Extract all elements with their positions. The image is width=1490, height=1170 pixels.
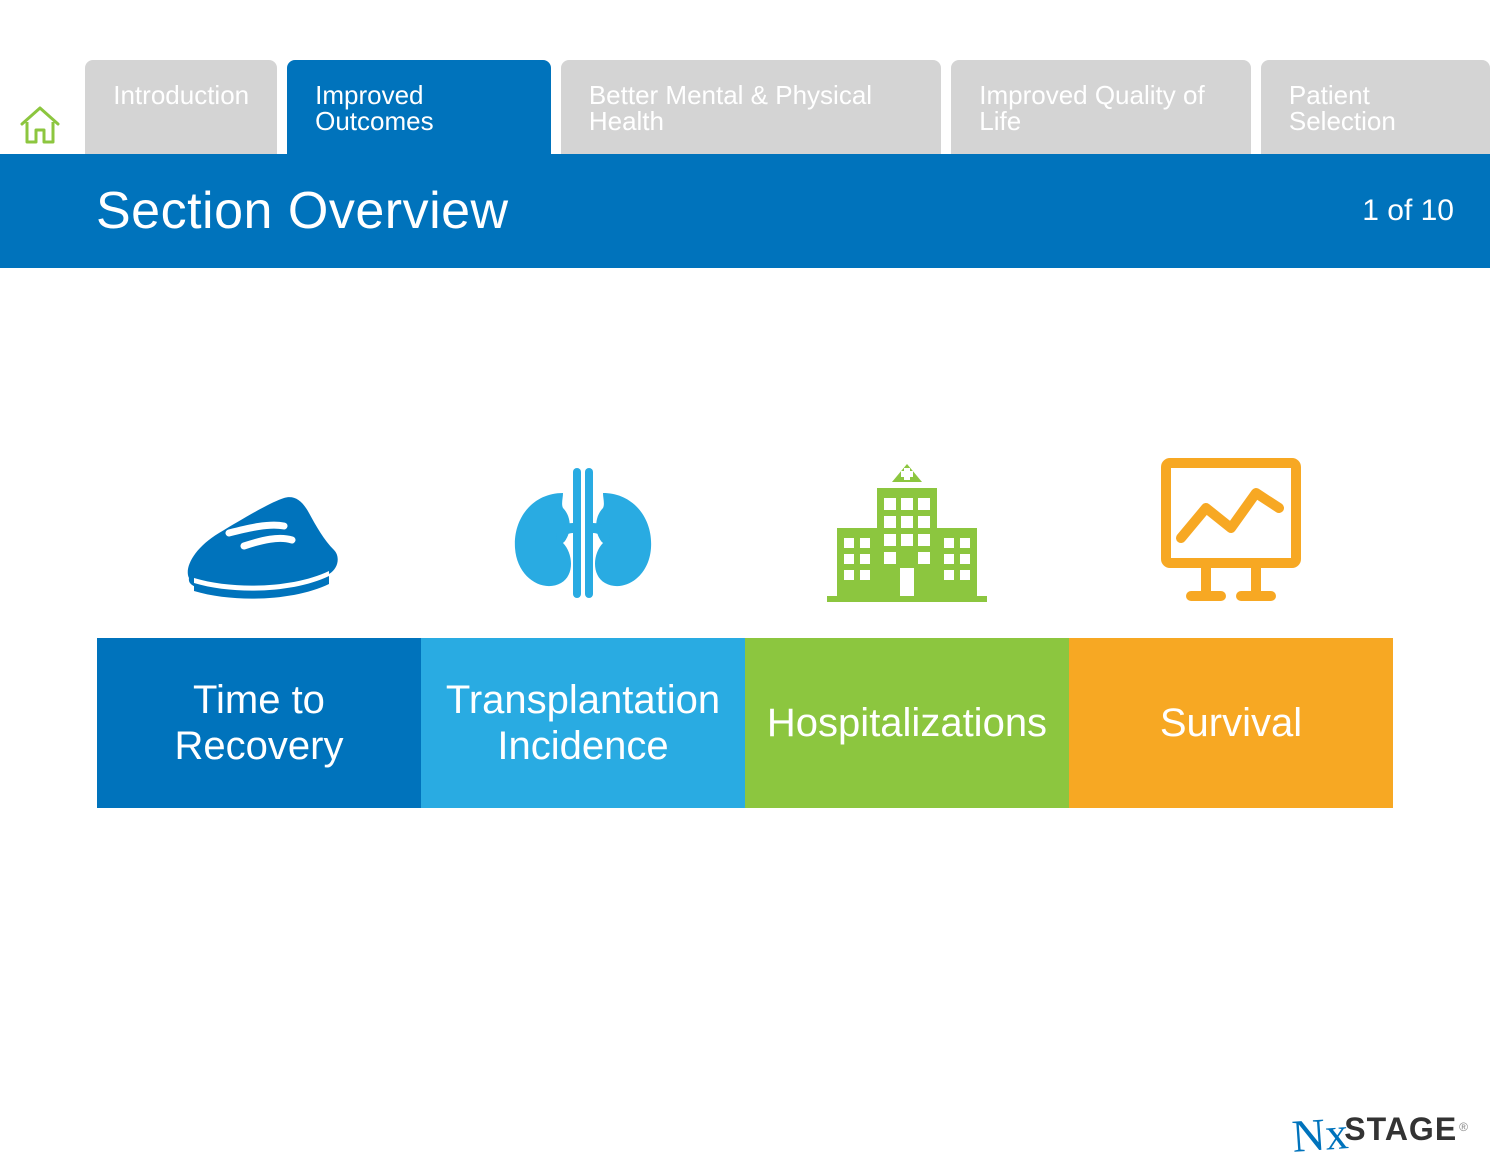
tab-bar: Introduction Improved Outcomes Better Me…: [85, 60, 1490, 154]
tab-label: Improved Outcomes: [315, 80, 434, 136]
card-label: Survival: [1160, 700, 1302, 746]
card-hospitalizations[interactable]: Hospitalizations: [745, 638, 1069, 808]
cards-labels-row: Time toRecovery TransplantationIncidence…: [97, 638, 1393, 808]
hospital-icon: [822, 458, 992, 608]
card-label: TransplantationIncidence: [446, 677, 720, 769]
tab-label: Improved Quality of Life: [979, 80, 1204, 136]
tab-quality-of-life[interactable]: Improved Quality of Life: [951, 60, 1251, 154]
logo-script: Nx: [1291, 1115, 1350, 1156]
cards-icons-row: [97, 448, 1393, 638]
kidneys-icon: [503, 458, 663, 608]
card-icon-time-to-recovery: [97, 448, 421, 638]
card-transplantation-incidence[interactable]: TransplantationIncidence: [421, 638, 745, 808]
card-time-to-recovery[interactable]: Time toRecovery: [97, 638, 421, 808]
card-icon-hospitalizations: [745, 448, 1069, 638]
card-label: Time toRecovery: [175, 677, 344, 769]
tab-patient-selection[interactable]: Patient Selection: [1261, 60, 1490, 154]
logo-registered-mark: ®: [1459, 1120, 1468, 1134]
chart-icon: [1151, 448, 1311, 608]
card-icon-survival: [1069, 448, 1393, 638]
tab-label: Patient Selection: [1289, 80, 1396, 136]
card-survival[interactable]: Survival: [1069, 638, 1393, 808]
tab-label: Better Mental & Physical Health: [589, 80, 872, 136]
logo-bold: STAGE: [1344, 1111, 1457, 1148]
top-nav: Introduction Improved Outcomes Better Me…: [0, 0, 1490, 154]
tab-introduction[interactable]: Introduction: [85, 60, 277, 154]
shoe-icon: [174, 478, 344, 608]
section-title: Section Overview: [96, 181, 509, 241]
page-counter: 1 of 10: [1362, 194, 1454, 228]
home-button[interactable]: [12, 94, 67, 154]
overview-cards: Time toRecovery TransplantationIncidence…: [97, 448, 1393, 808]
home-icon: [16, 100, 64, 148]
footer-logo: Nx STAGE ®: [1292, 1111, 1468, 1148]
section-header: Section Overview 1 of 10: [0, 154, 1490, 268]
tab-label: Introduction: [113, 80, 249, 110]
card-label: Hospitalizations: [767, 700, 1047, 746]
card-icon-transplantation: [421, 448, 745, 638]
tab-better-health[interactable]: Better Mental & Physical Health: [561, 60, 941, 154]
tab-improved-outcomes[interactable]: Improved Outcomes: [287, 60, 551, 154]
